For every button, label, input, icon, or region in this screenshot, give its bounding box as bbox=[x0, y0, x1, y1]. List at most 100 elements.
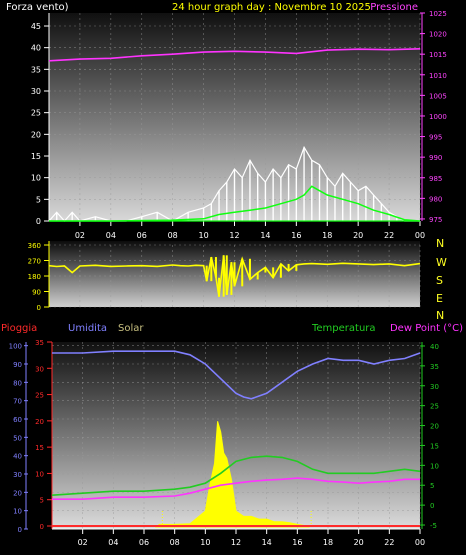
wind-tick-label: 15 bbox=[31, 152, 41, 161]
x-tick-label: 08 bbox=[170, 538, 180, 547]
pressure-tick-label: 995 bbox=[429, 134, 442, 142]
panel3-ticks: 0 10 20 30 40 50 60 70 80 90 10 00 5 10 15 20 25 30 35 -5 0 5… bbox=[9, 339, 439, 547]
pressure-tick-label: 1010 bbox=[429, 72, 447, 80]
wind-tick-label: 45 bbox=[31, 22, 41, 31]
dewpoint-label: Dew Point (°C) bbox=[390, 323, 463, 334]
x-tick-label: 20 bbox=[353, 231, 363, 240]
panel1-left-label: Forza vento) bbox=[6, 2, 69, 13]
rain-tick-label: 25 bbox=[35, 392, 44, 400]
wind-tick-label: 10 bbox=[31, 174, 41, 183]
panel3-plot-bg bbox=[52, 342, 420, 529]
x-tick-label: 16 bbox=[292, 538, 302, 547]
pressure-tick-label: 990 bbox=[429, 154, 442, 162]
temperature-tick-label: 10 bbox=[430, 462, 439, 470]
pressure-tick-label: 1020 bbox=[429, 31, 447, 39]
temperature-line bbox=[51, 455, 421, 496]
humidity-tick-label: 90 bbox=[13, 361, 22, 369]
x-tick-label: 06 bbox=[137, 231, 147, 240]
x-tick-label: 00 bbox=[415, 538, 425, 547]
pressure-tick-label: 1005 bbox=[429, 92, 447, 100]
x-tick-label: 00 bbox=[415, 231, 425, 240]
pressure-tick-label: 1015 bbox=[429, 51, 447, 59]
humidity-tick-label: 40 bbox=[13, 453, 22, 461]
x-tick-label: 06 bbox=[139, 538, 149, 547]
temperature-tick-label: 5 bbox=[430, 482, 434, 490]
pressure-tick-label: 985 bbox=[429, 175, 442, 183]
pressure-tick-label: 980 bbox=[429, 195, 442, 203]
x-tick-label: 22 bbox=[384, 538, 394, 547]
rain-tick-label: 0 bbox=[40, 523, 44, 531]
rain-tick-label: 20 bbox=[35, 418, 44, 426]
wind-tick-label: 40 bbox=[31, 44, 41, 53]
temperature-tick-label: 20 bbox=[430, 423, 439, 431]
x-tick-label: 20 bbox=[354, 538, 364, 547]
panel3-series bbox=[51, 350, 421, 530]
wind-direction-line bbox=[48, 255, 421, 297]
wind-tick-label: 35 bbox=[31, 65, 41, 74]
direction-tick-label: 270 bbox=[28, 258, 41, 266]
compass-label: S bbox=[436, 274, 443, 287]
temperature-label: Temperatura bbox=[311, 323, 376, 334]
x-tick-label: 02 bbox=[75, 231, 85, 240]
x-tick-label: 12 bbox=[229, 231, 239, 240]
temperature-tick-label: 15 bbox=[430, 442, 439, 450]
dewpoint-line bbox=[52, 477, 420, 501]
humidity-tick-label: 60 bbox=[13, 416, 22, 424]
humidity-tick-label: 80 bbox=[13, 379, 22, 387]
panel2-grid bbox=[49, 244, 421, 308]
rain-label: Pioggia bbox=[1, 323, 37, 334]
x-tick-label: 14 bbox=[260, 231, 270, 240]
pressure-tick-label: 1025 bbox=[429, 10, 447, 18]
compass-label: N bbox=[436, 309, 444, 322]
x-tick-label: 22 bbox=[384, 231, 394, 240]
rain-tick-label: 5 bbox=[40, 497, 44, 505]
compass-label: E bbox=[436, 292, 443, 305]
x-tick-label: 14 bbox=[262, 538, 272, 547]
rain-tick-label: 35 bbox=[35, 339, 44, 347]
pressure-tick-label: 975 bbox=[429, 216, 442, 224]
panel1-series bbox=[48, 48, 421, 222]
solar-label: Solar bbox=[118, 323, 144, 334]
solar-area bbox=[154, 421, 310, 528]
x-tick-label: 16 bbox=[291, 231, 301, 240]
humidity-line bbox=[52, 350, 421, 400]
humidity-tick-label: 20 bbox=[13, 489, 22, 497]
direction-tick-label: 360 bbox=[28, 242, 41, 250]
temperature-tick-label: 30 bbox=[430, 383, 439, 391]
temperature-tick-label: 25 bbox=[430, 403, 439, 411]
x-tick-label: 02 bbox=[78, 538, 88, 547]
compass-label: W bbox=[436, 256, 447, 269]
x-tick-label: 12 bbox=[231, 538, 241, 547]
panel1-ticks: 0510152025303540459759809859909951000100… bbox=[31, 10, 447, 240]
rain-tick-label: 10 bbox=[35, 470, 44, 478]
direction-tick-label: 0 bbox=[37, 304, 41, 312]
temperature-tick-label: 35 bbox=[430, 363, 439, 371]
wind-tick-label: 25 bbox=[31, 109, 41, 118]
humidity-tick-label: 30 bbox=[13, 471, 22, 479]
panel1-right-label: Pressione bbox=[370, 2, 418, 13]
x-tick-label: 08 bbox=[168, 231, 178, 240]
wind-tick-label: 0 bbox=[36, 217, 41, 226]
direction-tick-label: 90 bbox=[32, 289, 41, 297]
temperature-tick-label: -5 bbox=[430, 522, 437, 530]
pressure-line bbox=[48, 48, 421, 62]
humidity-tick-label: 70 bbox=[13, 398, 22, 406]
wind-tick-label: 20 bbox=[31, 130, 41, 139]
humidity-tick-label: 0 bbox=[18, 526, 22, 534]
rain-tick-label: 30 bbox=[35, 365, 44, 373]
wind-avg-line bbox=[49, 185, 421, 222]
wind-tick-label: 30 bbox=[31, 87, 41, 96]
pressure-tick-label: 1000 bbox=[429, 113, 447, 121]
humidity-tick-label: 50 bbox=[13, 434, 22, 442]
compass-label: N bbox=[436, 237, 444, 250]
x-tick-label: 18 bbox=[322, 231, 332, 240]
x-tick-label: 04 bbox=[108, 538, 118, 547]
wind-tick-label: 5 bbox=[36, 195, 41, 204]
rain-tick-label: 15 bbox=[35, 444, 44, 452]
panel1-title: 24 hour graph day : Novembre 10 2025 bbox=[172, 2, 371, 13]
x-tick-label: 18 bbox=[323, 538, 333, 547]
panel2-series bbox=[48, 255, 421, 297]
x-tick-label: 10 bbox=[200, 538, 210, 547]
